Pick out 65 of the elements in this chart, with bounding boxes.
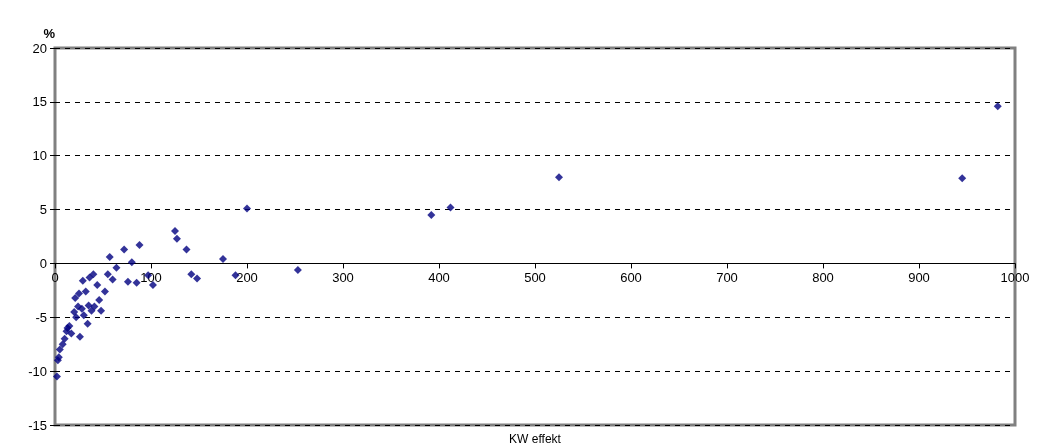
y-tick-label: 5 — [39, 202, 47, 218]
x-axis-title: KW effekt — [509, 432, 562, 446]
point — [75, 332, 84, 341]
y-tick-label: -15 — [28, 417, 47, 433]
point — [187, 270, 196, 279]
x-tick-label: 0 — [51, 270, 59, 286]
point — [85, 273, 94, 282]
point — [172, 234, 181, 243]
x-tick-label: 700 — [716, 270, 738, 286]
x-tick-label: 1000 — [1000, 270, 1030, 286]
point — [182, 245, 191, 254]
point — [78, 276, 87, 285]
point — [93, 280, 102, 289]
point — [97, 306, 106, 315]
point — [171, 227, 179, 236]
point — [219, 255, 227, 264]
point — [67, 329, 76, 338]
x-tick-label: 200 — [236, 270, 258, 286]
point — [95, 296, 104, 305]
y-tick-label: 15 — [32, 94, 47, 110]
point — [105, 252, 114, 261]
x-tick-label: 100 — [140, 270, 162, 286]
point — [79, 311, 88, 320]
point — [83, 319, 92, 328]
point — [123, 277, 132, 286]
point — [132, 278, 141, 287]
point — [993, 102, 1002, 111]
point — [55, 345, 64, 354]
x-tick-label: 600 — [620, 270, 642, 286]
point — [81, 287, 90, 296]
y-tick-label: -10 — [28, 363, 47, 379]
point — [52, 372, 61, 381]
point — [293, 265, 302, 274]
point — [135, 241, 144, 250]
point — [87, 306, 96, 315]
point — [112, 263, 121, 272]
point — [58, 340, 67, 349]
point — [958, 174, 967, 183]
point — [71, 293, 80, 302]
point — [127, 258, 136, 267]
y-tick-label: -5 — [35, 309, 47, 325]
x-tick-label: 900 — [908, 270, 930, 286]
point — [193, 274, 202, 283]
point — [90, 302, 99, 311]
y-tick-label: 10 — [32, 148, 47, 164]
point — [120, 245, 129, 254]
x-tick-label: 400 — [428, 270, 450, 286]
point — [89, 270, 98, 279]
y-tick-label: 20 — [32, 40, 47, 56]
point — [446, 203, 455, 212]
point — [243, 204, 251, 213]
point — [72, 313, 81, 322]
point — [60, 334, 69, 343]
point — [427, 210, 436, 219]
point — [103, 270, 112, 279]
point — [555, 173, 563, 182]
y-axis-title: % — [43, 26, 56, 41]
x-tick-label: 800 — [812, 270, 834, 286]
y-tick-label: 0 — [39, 255, 47, 271]
point — [75, 289, 83, 298]
x-tick-label: 500 — [524, 270, 546, 286]
point — [100, 287, 109, 296]
point — [70, 307, 79, 316]
x-tick-label: 300 — [332, 270, 354, 286]
point — [108, 275, 117, 284]
